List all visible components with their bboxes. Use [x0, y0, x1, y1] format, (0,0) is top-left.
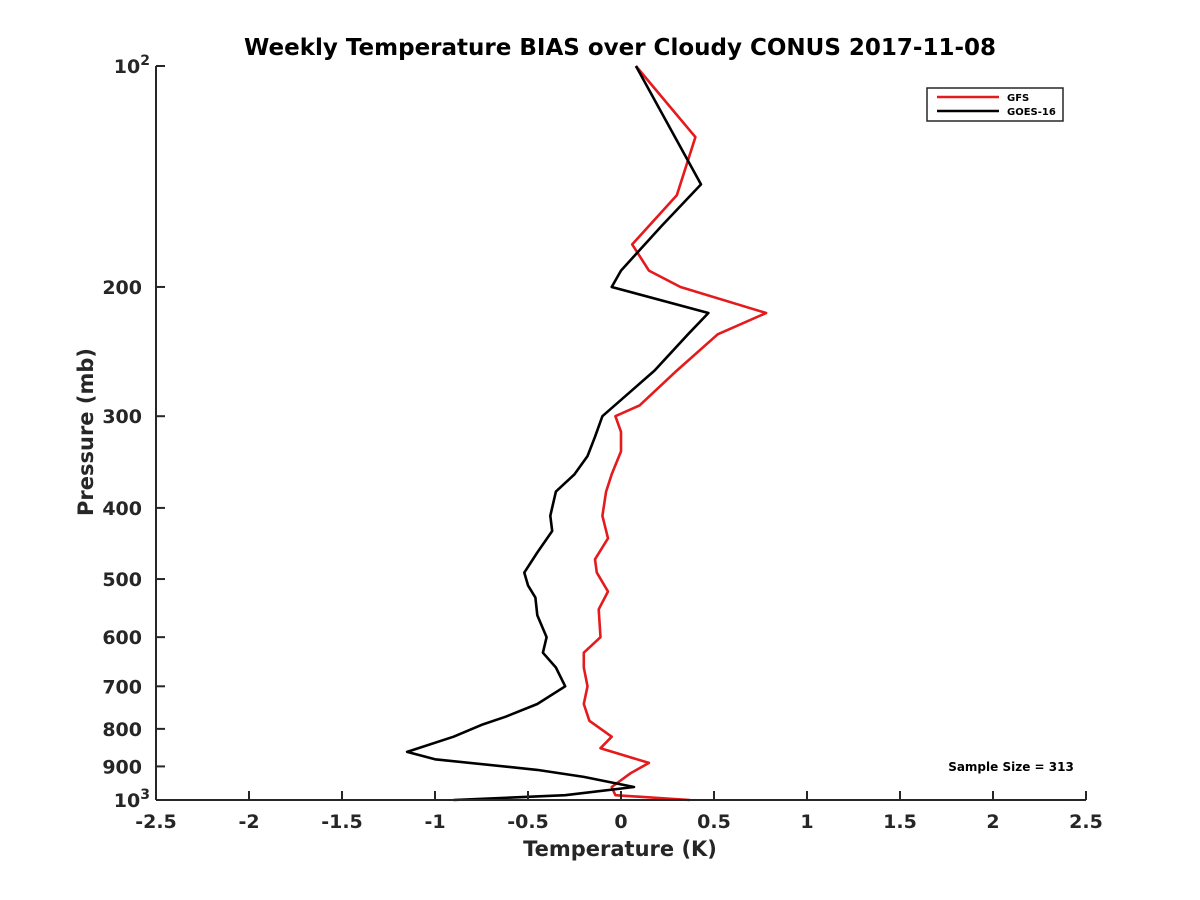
x-tick-label: 2 [986, 811, 999, 833]
x-tick-label: 1 [800, 811, 813, 833]
x-tick-label: 0 [614, 811, 627, 833]
legend-label: GFS [1007, 93, 1029, 104]
sample-size-annotation: Sample Size = 313 [948, 760, 1074, 774]
x-tick-label: -2 [238, 811, 259, 833]
series-line-gfs [582, 65, 768, 802]
y-tick-label: 900 [102, 756, 142, 778]
series-line-goes-16 [405, 65, 710, 802]
y-tick-label: 500 [102, 569, 142, 591]
x-tick-label: -2.5 [135, 811, 177, 833]
legend-box [926, 87, 1064, 122]
x-tick-label: 0.5 [697, 811, 731, 833]
legend-label: GOES-16 [1007, 107, 1056, 118]
y-tick-label: 102 [114, 53, 150, 78]
y-axis-label: Pressure (mb) [74, 348, 98, 516]
plot-area: -2.5 -2 -1.5 -1 -0.5 0 0.5 1 1.5 2 2.5 102 200 300 400… [102, 53, 1103, 833]
x-tick-label: 2.5 [1069, 811, 1103, 833]
y-tick-label: 200 [102, 277, 142, 299]
y-tick-label: 700 [102, 676, 142, 698]
x-tick-label: 1.5 [883, 811, 917, 833]
legend: GFS GOES-16 [926, 87, 1064, 122]
x-tick-label: -1.5 [321, 811, 363, 833]
y-tick-label: 600 [102, 627, 142, 649]
x-axis-label: Temperature (K) [523, 837, 717, 861]
chart-title: Weekly Temperature BIAS over Cloudy CONU… [244, 35, 996, 61]
x-tick-label: -1 [424, 811, 445, 833]
y-tick-label: 400 [102, 498, 142, 520]
x-tick-label: -0.5 [507, 811, 549, 833]
y-tick-label: 300 [102, 406, 142, 428]
y-tick-label: 103 [114, 787, 150, 812]
y-tick-label: 800 [102, 719, 142, 741]
